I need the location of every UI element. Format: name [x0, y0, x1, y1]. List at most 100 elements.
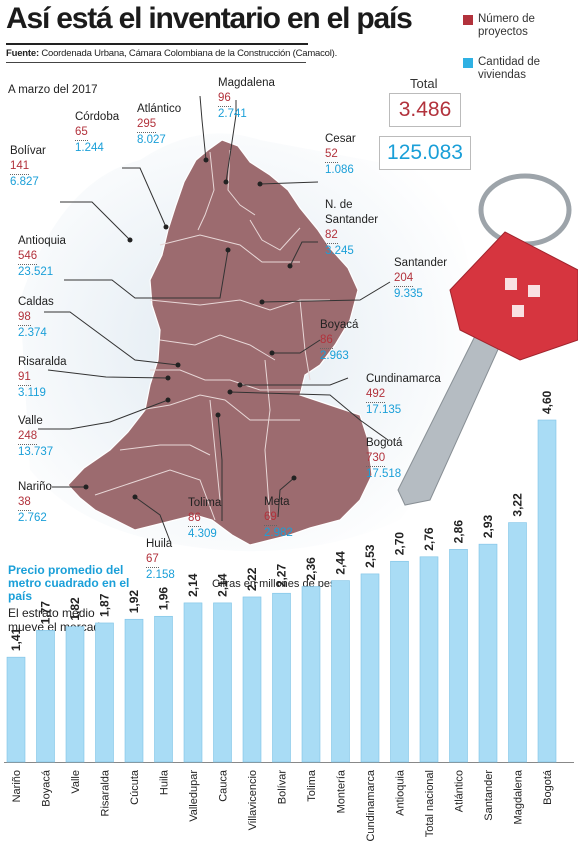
dot-cesar — [257, 181, 263, 187]
dot-bogota — [227, 389, 233, 395]
category-label: Risaralda — [100, 769, 112, 816]
dept-projects: 204 — [394, 271, 414, 287]
category-label: Magdalena — [513, 769, 525, 824]
colombia-map — [20, 95, 578, 552]
bar-boyacá — [36, 630, 55, 763]
dept-homes: 17.135 — [366, 404, 402, 416]
dot-narino — [83, 484, 89, 490]
dept-homes: 2.158 — [146, 569, 175, 581]
bar-atlántico — [449, 549, 468, 763]
dot-cundinamarca — [237, 382, 243, 388]
dept-projects: 65 — [75, 125, 88, 141]
value-label: 1,87 — [98, 593, 112, 617]
totals-label: Total — [410, 76, 438, 91]
dept-projects: 52 — [325, 147, 338, 163]
dept-name: Caldas — [18, 296, 54, 308]
value-label: 3,22 — [511, 493, 525, 517]
dept-name: Antioquia — [18, 235, 66, 247]
value-label: 2,93 — [481, 514, 495, 538]
dept-cundinamarca: Cundinamarca 492 17.135 — [366, 372, 441, 418]
bar-bogotá — [537, 419, 557, 763]
dept-santander: Santander 204 9.335 — [394, 256, 447, 302]
dept-name: Huila — [146, 538, 173, 550]
source-line: Fuente: Coordenada Urbana, Cámara Colomb… — [6, 48, 337, 59]
dept-narino: Nariño 38 2.762 — [18, 480, 52, 526]
bar-cúcuta — [124, 618, 144, 763]
value-label: 2,70 — [393, 532, 407, 556]
dept-meta: Meta 69 2.982 — [264, 495, 293, 541]
dot-meta — [291, 475, 297, 481]
value-label: 2,44 — [334, 551, 348, 575]
dept-homes: 2.741 — [218, 108, 247, 120]
category-label: Cúcuta — [129, 769, 141, 805]
dept-homes: 2.762 — [18, 512, 47, 524]
dept-caldas: Caldas 98 2.374 — [18, 295, 54, 341]
bar-huila — [154, 615, 173, 763]
dept-cordoba: Córdoba 65 1.244 — [75, 110, 119, 156]
value-label: 4,60 — [540, 390, 554, 414]
category-label: Atlántico — [454, 770, 466, 812]
title-rule — [6, 43, 308, 45]
dept-tolima: Tolima 86 4.309 — [188, 496, 221, 542]
source-text: Coordenada Urbana, Cámara Colombiana de … — [41, 48, 338, 59]
value-label: 1,96 — [157, 587, 171, 611]
bar-antioquia — [390, 560, 409, 763]
dept-projects: 86 — [188, 511, 201, 527]
bar-santander — [478, 543, 498, 763]
category-label: Bolívar — [277, 770, 289, 805]
legend-projects-label: Número de proyectos — [478, 13, 535, 38]
total-projects-box: 3.486 — [389, 93, 461, 127]
dept-homes: 13.737 — [18, 446, 54, 458]
category-label: Montería — [336, 769, 348, 813]
department-borders — [94, 149, 330, 521]
dept-valle: Valle 248 13.737 — [18, 414, 53, 460]
dept-name: Risaralda — [18, 356, 67, 368]
dot-atlantico — [203, 157, 209, 163]
dot-bolivar — [127, 237, 133, 243]
dept-antioquia: Antioquia 546 23.521 — [18, 234, 66, 280]
category-label: Antioquia — [395, 769, 407, 816]
bar-tolima — [301, 586, 321, 763]
dot-boyaca — [269, 350, 275, 356]
legend-homes-swatch — [463, 58, 473, 68]
key-window-3 — [512, 305, 524, 317]
dept-homes: 1.244 — [75, 142, 104, 154]
dept-projects: 295 — [137, 117, 157, 133]
category-label: Total nacional — [424, 770, 436, 837]
dept-atlantico: Atlántico 295 8.027 — [137, 102, 181, 148]
value-label: 1,77 — [39, 601, 53, 625]
house-key-illustration — [397, 173, 578, 506]
map-date: A marzo del 2017 — [8, 84, 98, 96]
dept-name: Valle — [18, 415, 43, 427]
value-label: 2,36 — [304, 557, 318, 581]
dept-projects: 546 — [18, 249, 38, 265]
bar-total-nacional — [419, 556, 439, 763]
category-label: Huila — [159, 769, 171, 795]
value-label: 2,14 — [216, 573, 230, 597]
dept-risaralda: Risaralda 91 3.119 — [18, 355, 67, 401]
dept-projects: 98 — [18, 310, 31, 326]
value-label: 2,27 — [275, 564, 289, 588]
value-label: 2,22 — [245, 567, 259, 591]
dept-homes: 2.374 — [18, 327, 47, 339]
bar-montería — [331, 580, 350, 763]
category-label: Santander — [483, 770, 495, 821]
dept-name: N. de Santander — [325, 199, 379, 226]
dept-n-santander: N. de Santander 82 3.245 — [325, 198, 395, 259]
bar-bolívar — [272, 592, 291, 763]
leader-lines — [38, 95, 391, 542]
total-homes-box: 125.083 — [379, 136, 471, 170]
legend-projects-swatch — [463, 15, 473, 25]
bar-magdalena — [508, 522, 527, 763]
dept-homes: 2.982 — [264, 527, 293, 539]
dot-huila — [132, 494, 138, 500]
leader-dots — [83, 157, 297, 500]
key-window-1 — [505, 278, 517, 290]
dept-homes: 2.963 — [320, 350, 349, 362]
value-label: 2,53 — [363, 544, 377, 568]
dept-cesar: Cesar 52 1.086 — [325, 132, 356, 178]
dept-projects: 86 — [320, 333, 333, 349]
dept-projects: 730 — [366, 451, 386, 467]
dot-antioquia — [225, 247, 231, 253]
source-label: Fuente: — [6, 48, 39, 59]
